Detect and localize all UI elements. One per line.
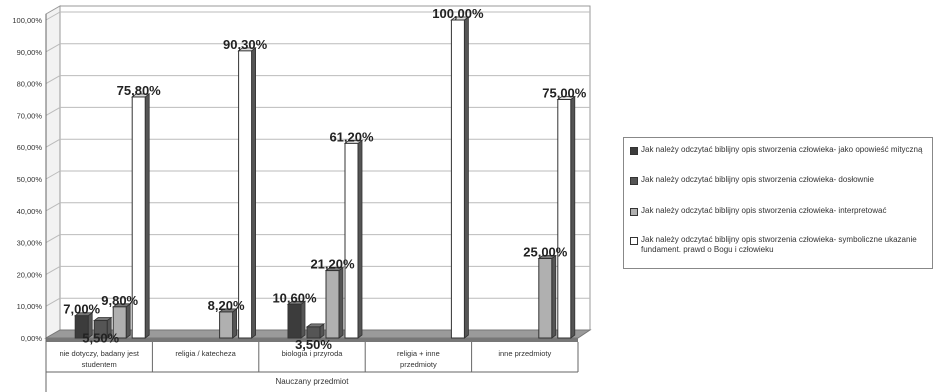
data-label: 21,20% [310,257,355,272]
data-label: 61,20% [329,129,374,144]
bar-group [343,139,364,339]
bar-side [251,47,257,339]
data-label: 5,50% [82,331,119,346]
y-tick-label: 70,00% [17,111,43,120]
data-label: 100,00% [432,6,484,21]
y-tick-label: 80,00% [17,80,43,89]
gridline-side [45,43,61,53]
bar-group [286,300,307,339]
bar [557,99,572,339]
x-tick-label: religia / katecheza [175,349,236,358]
bar [74,315,89,339]
bar [238,50,253,339]
bar [344,142,359,339]
y-tick-label: 90,00% [17,48,43,57]
bar [219,311,234,339]
x-tick-label: inne przedmioty [498,349,551,358]
legend-swatch-1 [630,147,638,155]
floor-front-edge [46,338,578,342]
legend-item-4: Jak należy odczytać biblijny opis stworz… [630,235,930,255]
x-tick-label: biologia i przyroda [282,349,344,358]
bar-side [551,254,557,339]
bar [131,96,146,339]
bar-group [556,95,576,339]
x-tick-label: przedmioty [400,360,437,369]
data-label: 3,50% [295,337,332,352]
y-tick-label: 60,00% [17,143,43,152]
y-tick-label: 100,00% [12,16,42,25]
data-label: 8,20% [208,298,245,313]
data-label: 25,00% [523,245,568,260]
y-tick-label: 10,00% [17,302,43,311]
bar-group [218,308,238,339]
gridline-side [45,265,61,275]
gridline-side [45,202,61,212]
y-tick-label: 0,00% [21,334,43,343]
legend-label-2: Jak należy odczytać biblijny opis stworz… [641,175,874,184]
legend-item-1: Jak należy odczytać biblijny opis stworz… [630,145,930,155]
bar-group [537,254,557,339]
x-tick-label: nie dotyczy, badany jest [59,349,139,358]
gridline-side [45,234,61,244]
bar-group [324,266,345,339]
bar-side [570,95,576,339]
bar [325,270,340,339]
data-label: 7,00% [63,302,100,317]
bar [450,19,465,339]
legend-label-3: Jak należy odczytać biblijny opis stworz… [641,206,887,215]
bar-side [338,266,344,339]
bar-group [237,47,257,339]
gridline-side [45,170,61,180]
y-tick-label: 20,00% [17,270,43,279]
data-label: 9,80% [101,293,138,308]
bar-side [144,93,150,339]
bar-side [463,16,469,339]
x-axis-title: Nauczany przedmiot [276,377,350,386]
bar [287,303,302,339]
bar [306,326,321,339]
y-tick-label: 30,00% [17,239,43,248]
x-tick-label: studentem [82,360,117,369]
bar-group [450,16,470,339]
bar-group [73,311,94,339]
legend-item-3: Jak należy odczytać biblijny opis stworz… [630,206,930,216]
legend-swatch-4 [630,237,638,245]
bar-group [111,303,132,339]
bar-group [305,323,326,339]
gridline-side [45,75,61,85]
data-label: 75,00% [542,86,587,101]
gridline-side [45,11,61,21]
x-tick-label: religia + inne [397,349,440,358]
legend-label-1: Jak należy odczytać biblijny opis stworz… [641,145,923,154]
bar [93,320,108,339]
legend-swatch-2 [630,177,638,185]
y-tick-label: 40,00% [17,207,43,216]
data-label: 75,80% [117,83,162,98]
legend: Jak należy odczytać biblijny opis stworz… [623,137,933,269]
bar-side [357,139,363,339]
gridline-side [45,106,61,116]
bar [538,258,553,339]
legend-swatch-3 [630,208,638,216]
bar [112,306,127,339]
bar-group [92,316,113,339]
bar-side [125,303,131,339]
bar-group [130,93,151,339]
bar-side [232,308,238,339]
gridline-side [45,297,61,307]
data-label: 10,60% [272,290,317,305]
gridline-side [45,138,61,148]
data-label: 90,30% [223,37,268,52]
legend-label-4: Jak należy odczytać biblijny opis stworz… [641,235,917,254]
bar-side [300,300,306,339]
y-tick-label: 50,00% [17,175,43,184]
legend-item-2: Jak należy odczytać biblijny opis stworz… [630,175,930,185]
